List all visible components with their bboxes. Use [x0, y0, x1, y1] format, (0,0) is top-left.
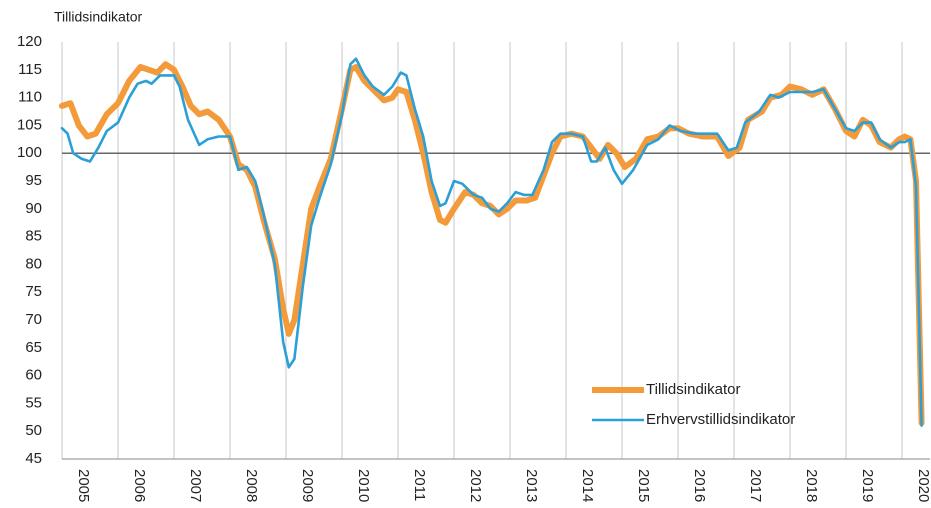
x-tick-label: 2008 [243, 469, 260, 502]
y-tick-label: 45 [25, 450, 42, 467]
y-tick-label: 65 [25, 339, 42, 356]
y-tick-label: 85 [25, 228, 42, 245]
y-tick-label: 100 [17, 144, 42, 161]
x-tick-label: 2011 [411, 469, 428, 501]
y-tick-label: 95 [25, 172, 42, 189]
y-tick-label: 60 [25, 367, 42, 384]
y-tick-label: 90 [25, 200, 42, 217]
x-tick-label: 2019 [859, 469, 876, 502]
y-tick-label: 110 [18, 89, 42, 106]
y-tick-label: 80 [25, 255, 42, 272]
x-tick-label: 2012 [467, 469, 484, 502]
y-axis-title: Tillidsindikator [54, 9, 143, 25]
x-tick-label: 2009 [299, 469, 316, 502]
x-tick-label: 2007 [187, 469, 204, 502]
series-line [59, 61, 925, 426]
x-tick-label: 2016 [691, 469, 708, 502]
y-tick-label: 115 [18, 61, 42, 78]
series-line [60, 57, 923, 427]
y-tick-label: 70 [25, 311, 42, 328]
legend-label: Erhvervstillidsindikator [646, 411, 795, 428]
x-tick-label: 2015 [635, 469, 652, 502]
y-tick-label: 75 [25, 283, 42, 300]
y-tick-label: 120 [17, 33, 42, 50]
x-tick-label: 2018 [803, 469, 820, 502]
x-tick-label: 2010 [355, 469, 372, 502]
legend-label: Tillidsindikator [646, 381, 740, 398]
x-tick-label: 2005 [75, 469, 92, 502]
y-tick-label: 105 [17, 116, 42, 133]
x-tick-label: 2017 [747, 469, 764, 502]
y-tick-label: 50 [25, 422, 42, 439]
x-tick-label: 2013 [523, 469, 540, 502]
x-tick-label: 2014 [579, 469, 596, 502]
x-tick-label: 2020 [915, 469, 931, 502]
y-tick-label: 55 [25, 394, 42, 411]
x-tick-label: 2006 [131, 469, 148, 502]
